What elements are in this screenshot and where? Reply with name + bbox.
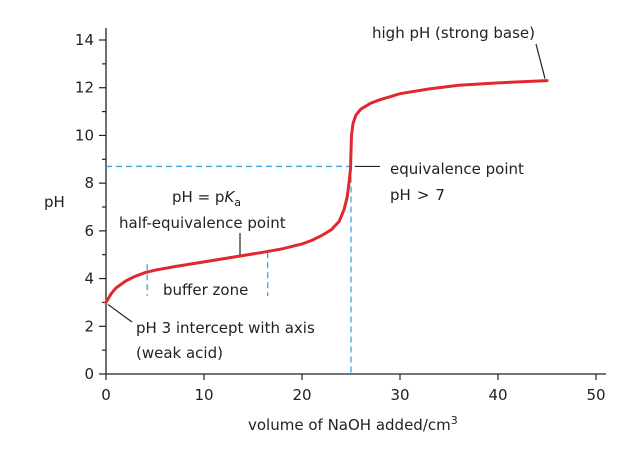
- y-tick-label: 10: [75, 126, 94, 144]
- x-tick-label: 40: [488, 386, 507, 404]
- x-tick-label: 10: [194, 386, 213, 404]
- x-tick-label: 50: [586, 386, 605, 404]
- y-tick-label: 14: [75, 31, 94, 49]
- pka-label: pH = pKa: [172, 188, 241, 209]
- y-tick-label: 8: [84, 174, 94, 192]
- y-ticks: 0 2 4 6 8 10 12 14: [75, 31, 106, 383]
- equivalence-ph-label: pH >7: [390, 186, 445, 204]
- high-ph-label: high pH (strong base): [372, 24, 535, 42]
- half-equivalence-label: half-equivalence point: [119, 214, 286, 232]
- weak-acid-label: (weak acid): [136, 344, 223, 362]
- x-axis-title-superscript: 3: [451, 414, 458, 427]
- pka-prefix: pH = p: [172, 188, 224, 206]
- equivalence-ph-prefix: pH: [390, 186, 411, 204]
- x-tick-label: 20: [292, 386, 311, 404]
- high-ph-pointer: [535, 43, 546, 79]
- equivalence-ph-value: 7: [435, 186, 445, 204]
- pka-k: K: [224, 188, 235, 206]
- intercept-pointer: [107, 303, 133, 323]
- y-tick-label: 2: [84, 317, 94, 335]
- x-tick-label: 0: [101, 386, 111, 404]
- titration-curve: [104, 79, 549, 304]
- equivalence-ph-symbol: >: [417, 186, 430, 204]
- y-tick-label: 6: [84, 222, 94, 240]
- y-tick-label: 12: [75, 79, 94, 97]
- intercept-label: pH 3 intercept with axis: [136, 319, 315, 337]
- x-tick-label: 30: [390, 386, 409, 404]
- y-axis-title: pH: [44, 193, 65, 211]
- x-axis-title-main: volume of NaOH added/cm: [248, 416, 451, 434]
- y-tick-label: 4: [84, 270, 94, 288]
- x-axis-title: volume of NaOH added/cm3: [248, 414, 458, 434]
- buffer-zone-label: buffer zone: [163, 281, 248, 299]
- guide-lines: [106, 165, 352, 374]
- x-ticks: 0 10 20 30 40 50: [101, 374, 606, 404]
- annotation-pointers: [107, 43, 546, 323]
- pka-subscript: a: [234, 196, 241, 209]
- equivalence-point-label: equivalence point: [390, 160, 524, 178]
- y-tick-label: 0: [84, 365, 94, 383]
